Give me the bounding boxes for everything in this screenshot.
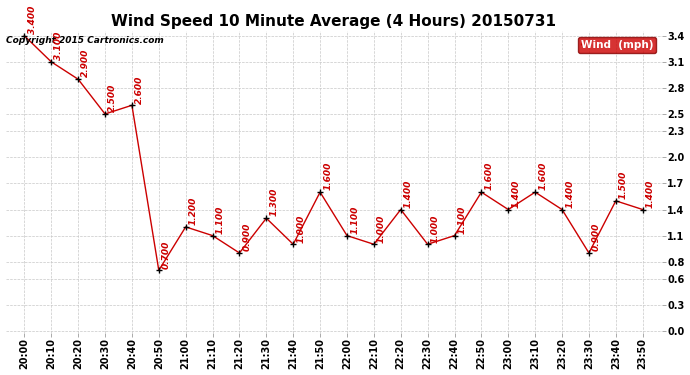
Text: 1.000: 1.000: [431, 214, 440, 243]
Text: 2.900: 2.900: [81, 49, 90, 78]
Text: 0.700: 0.700: [162, 240, 171, 268]
Text: 1.000: 1.000: [297, 214, 306, 243]
Text: 1.100: 1.100: [216, 206, 225, 234]
Text: 3.100: 3.100: [55, 32, 63, 60]
Text: Copyright 2015 Cartronics.com: Copyright 2015 Cartronics.com: [6, 36, 164, 45]
Text: 1.400: 1.400: [511, 179, 520, 208]
Text: 1.600: 1.600: [484, 162, 493, 190]
Text: 1.400: 1.400: [404, 179, 413, 208]
Text: 1.400: 1.400: [646, 179, 655, 208]
Text: 1.600: 1.600: [324, 162, 333, 190]
Text: 0.900: 0.900: [243, 223, 252, 251]
Text: 0.900: 0.900: [592, 223, 601, 251]
Legend: Wind  (mph): Wind (mph): [578, 37, 656, 53]
Text: 1.100: 1.100: [457, 206, 466, 234]
Text: 1.200: 1.200: [189, 197, 198, 225]
Text: 1.400: 1.400: [565, 179, 574, 208]
Text: 1.500: 1.500: [619, 171, 628, 199]
Text: 1.300: 1.300: [270, 188, 279, 216]
Text: 1.600: 1.600: [538, 162, 547, 190]
Text: 3.400: 3.400: [28, 6, 37, 34]
Title: Wind Speed 10 Minute Average (4 Hours) 20150731: Wind Speed 10 Minute Average (4 Hours) 2…: [111, 14, 556, 29]
Text: 2.500: 2.500: [108, 84, 117, 112]
Text: 1.000: 1.000: [377, 214, 386, 243]
Text: 1.100: 1.100: [351, 206, 359, 234]
Text: 2.600: 2.600: [135, 75, 144, 104]
